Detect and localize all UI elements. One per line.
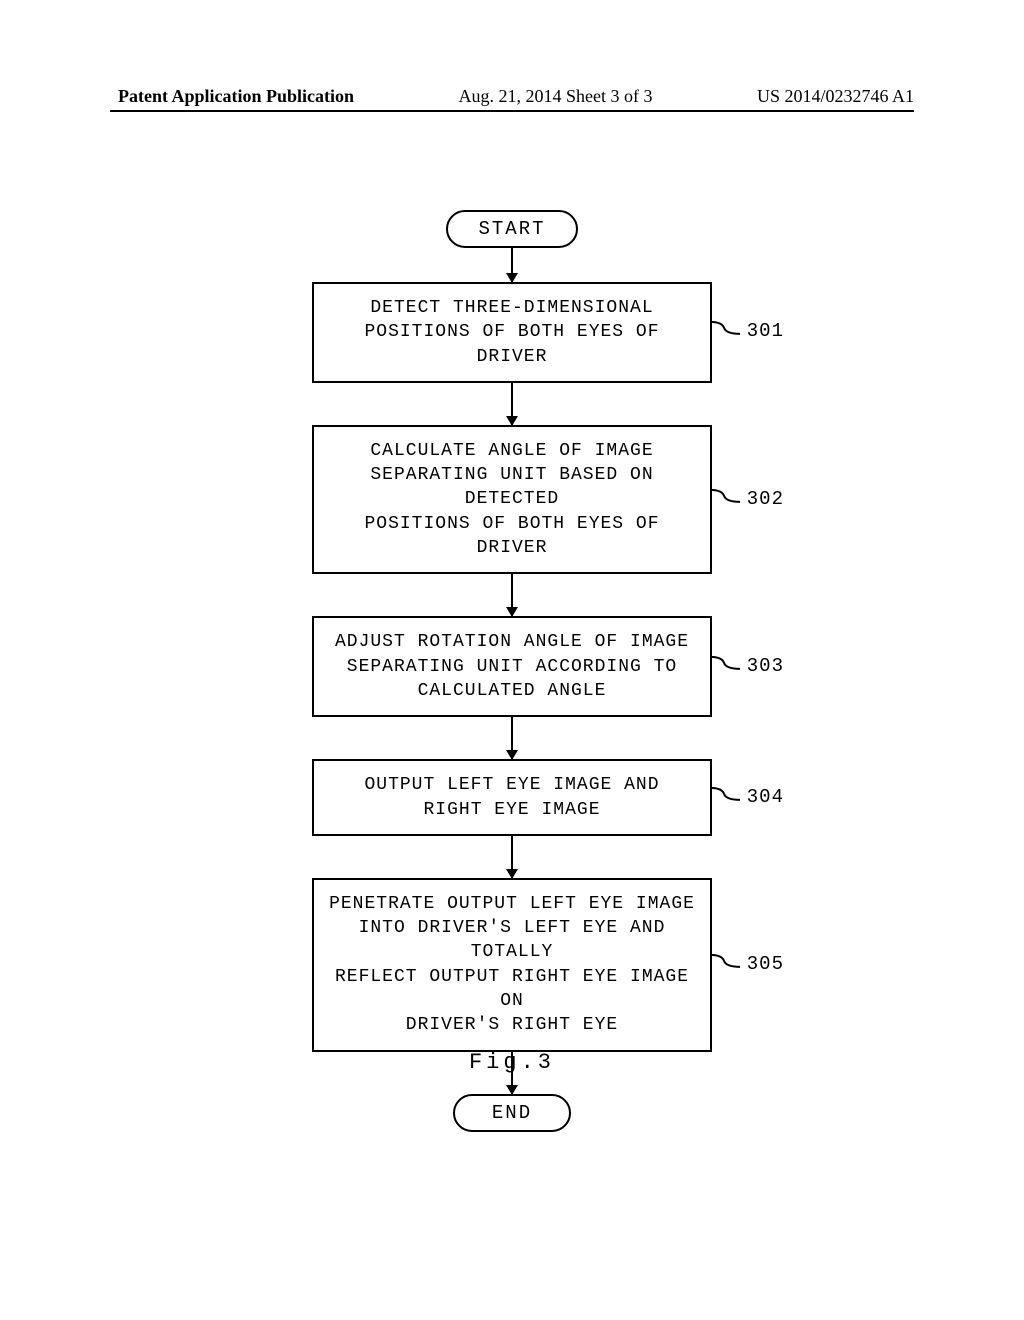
start-terminal: START	[446, 210, 577, 248]
header-left: Patent Application Publication	[118, 86, 354, 107]
flow-arrow	[511, 836, 513, 878]
ref-label: 304	[747, 785, 784, 811]
process-step-305: PENETRATE OUTPUT LEFT EYE IMAGEINTO DRIV…	[312, 878, 712, 1052]
ref-label: 303	[747, 654, 784, 680]
process-step-301: DETECT THREE-DIMENSIONALPOSITIONS OF BOT…	[312, 282, 712, 383]
process-step-303: ADJUST ROTATION ANGLE OF IMAGESEPARATING…	[312, 616, 712, 717]
flow-arrow	[511, 383, 513, 425]
header-center: Aug. 21, 2014 Sheet 3 of 3	[459, 86, 653, 107]
end-terminal: END	[453, 1094, 571, 1132]
header-divider	[110, 110, 914, 112]
ref-label: 302	[747, 487, 784, 513]
ref-label: 305	[747, 952, 784, 978]
header-right: US 2014/0232746 A1	[757, 86, 914, 107]
ref-connector	[710, 951, 740, 979]
flow-arrow	[511, 574, 513, 616]
page-header: Patent Application Publication Aug. 21, …	[0, 86, 1024, 107]
ref-connector	[710, 485, 740, 513]
ref-connector	[710, 318, 740, 346]
flow-arrow	[511, 248, 513, 282]
flowchart: START DETECT THREE-DIMENSIONALPOSITIONS O…	[0, 210, 1024, 1132]
process-step-302: CALCULATE ANGLE OF IMAGESEPARATING UNIT …	[312, 425, 712, 574]
ref-connector	[710, 653, 740, 681]
flow-arrow	[511, 717, 513, 759]
ref-label: 301	[747, 320, 784, 346]
figure-label: Fig.3	[0, 1050, 1024, 1075]
ref-connector	[710, 783, 740, 811]
process-step-304: OUTPUT LEFT EYE IMAGE ANDRIGHT EYE IMAGE…	[312, 759, 712, 836]
